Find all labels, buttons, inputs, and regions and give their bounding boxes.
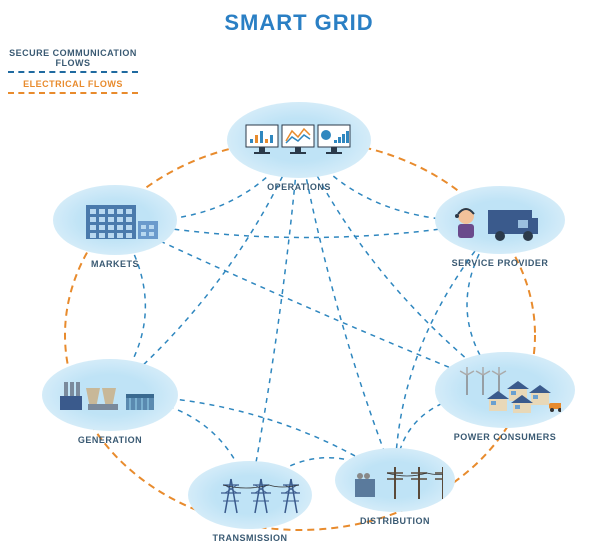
node-operations: OPERATIONS (227, 102, 371, 192)
generation-icon (56, 374, 165, 417)
node-label: OPERATIONS (267, 182, 331, 192)
node-service_provider: SERVICE PROVIDER (435, 186, 565, 268)
node-label: POWER CONSUMERS (454, 432, 557, 442)
legend: SECURE COMMUNICATION FLOWS ELECTRICAL FL… (8, 48, 138, 100)
node-power_consumers: POWER CONSUMERS (435, 352, 575, 442)
node-label: TRANSMISSION (212, 533, 287, 543)
monitors-icon (242, 117, 357, 163)
node-ellipse (53, 185, 177, 255)
node-ellipse (335, 448, 455, 512)
legend-electrical-line (8, 92, 138, 94)
node-label: GENERATION (78, 435, 142, 445)
legend-electrical: ELECTRICAL FLOWS (8, 79, 138, 94)
distribution-icon (347, 461, 443, 499)
node-ellipse (42, 359, 178, 431)
node-ellipse (188, 461, 312, 529)
node-generation: GENERATION (42, 359, 178, 445)
node-ellipse (435, 186, 565, 254)
node-transmission: TRANSMISSION (188, 461, 312, 543)
node-label: MARKETS (91, 259, 139, 269)
node-label: DISTRIBUTION (360, 516, 430, 526)
legend-secure-line (8, 71, 138, 73)
node-label: SERVICE PROVIDER (452, 258, 549, 268)
node-ellipse (435, 352, 575, 428)
consumers-icon (449, 367, 561, 413)
page-title: SMART GRID (224, 10, 373, 36)
node-markets: MARKETS (53, 185, 177, 269)
transmission-icon (201, 475, 300, 516)
node-ellipse (227, 102, 371, 178)
node-distribution: DISTRIBUTION (335, 448, 455, 526)
legend-secure-label: SECURE COMMUNICATION FLOWS (8, 48, 138, 68)
legend-secure: SECURE COMMUNICATION FLOWS (8, 48, 138, 73)
markets-icon (66, 199, 165, 241)
provider-icon (448, 200, 552, 241)
legend-electrical-label: ELECTRICAL FLOWS (8, 79, 138, 89)
